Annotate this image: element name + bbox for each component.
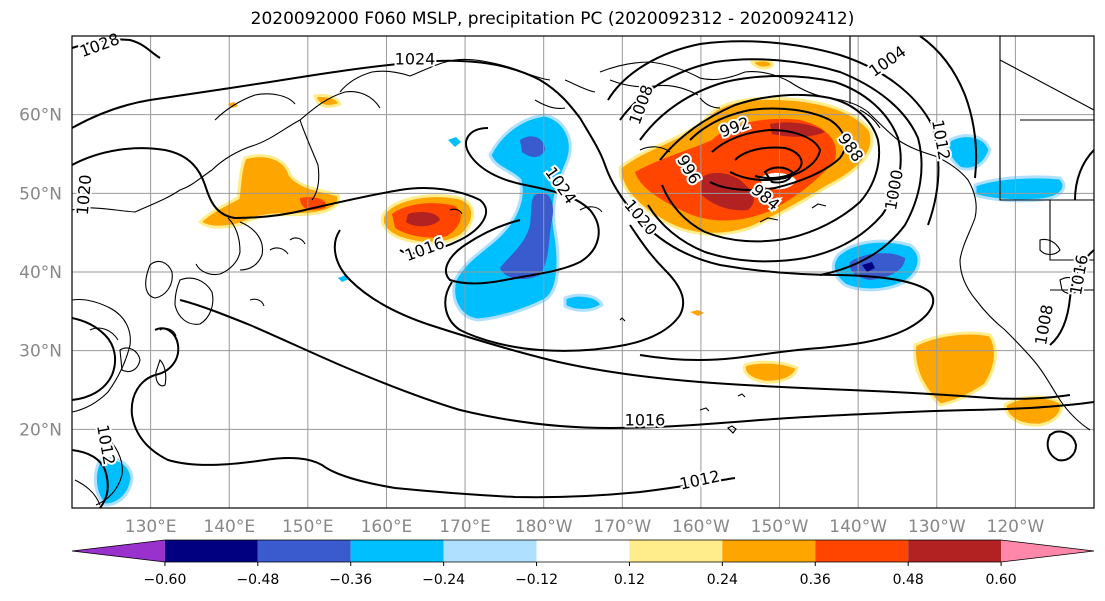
map-frame [71, 35, 1095, 509]
longitude-labels: 130°E 140°E 150°E 160°E 170°E 180°W 170°W 160°W… [125, 517, 1045, 537]
latitude-label: 20°N [19, 420, 62, 440]
precip-positive-area [742, 360, 799, 384]
colorbar-swatch [443, 540, 537, 562]
precip-negative-area [862, 262, 875, 272]
map-area: 1028 102410201016102410201008100499299698… [71, 27, 1095, 509]
longitude-label: 120°W [987, 517, 1045, 537]
coastlines [71, 36, 1095, 506]
longitude-label: 170°W [593, 517, 651, 537]
colorbar-tick-label: −0.12 [515, 572, 558, 588]
longitude-label: 140°E [203, 517, 255, 537]
precip-positive-area [406, 212, 440, 227]
colorbar-swatch [1001, 540, 1094, 562]
map-title: 2020092000 F060 MSLP, precipitation PC (… [250, 9, 855, 29]
colorbar-swatch [536, 540, 630, 562]
precip-negative-area [520, 136, 545, 157]
colorbar-swatch [164, 540, 258, 562]
colorbar-tick-label: 0.12 [614, 572, 645, 588]
colorbar-tick-label: 0.36 [800, 572, 831, 588]
colorbar-swatch [908, 540, 1002, 562]
colorbar-swatch [257, 540, 351, 562]
map-grid [72, 36, 1094, 508]
colorbar-swatch [722, 540, 816, 562]
colorbar-swatch [72, 540, 165, 562]
colorbar-swatch [350, 540, 444, 562]
contour-label: 1020 [73, 174, 95, 216]
longitude-label: 160°W [672, 517, 730, 537]
longitude-label: 130°E [125, 517, 177, 537]
latitude-label: 40°N [19, 263, 62, 283]
longitude-label: 140°W [829, 517, 887, 537]
colorbar: −0.60 −0.48 −0.36 −0.24 −0.12 0.12 0.24 0.36 0.4… [71, 539, 1095, 588]
precip-negative-area [500, 192, 554, 280]
precip-negative-area [973, 175, 1066, 203]
latitude-label: 60°N [19, 106, 62, 126]
colorbar-swatch [815, 540, 909, 562]
colorbar-tick-label: −0.60 [143, 572, 186, 588]
colorbar-tick-label: 0.24 [707, 572, 738, 588]
longitude-label: 160°E [361, 517, 413, 537]
precip-positive-area [700, 172, 754, 211]
precip-negative-area [563, 293, 604, 312]
colorbar-swatch [629, 540, 723, 562]
latitude-label: 50°N [19, 184, 62, 204]
precip-negative-area [946, 134, 992, 171]
precip-negative-area [448, 137, 461, 147]
latitude-labels: 60°N 50°N 40°N 30°N 20°N [19, 106, 62, 441]
mslp-contours [71, 35, 1095, 509]
colorbar-tick-label: −0.24 [422, 572, 465, 588]
longitude-label: 150°E [282, 517, 334, 537]
latitude-label: 30°N [19, 342, 62, 362]
colorbar-tick-label: 0.48 [893, 572, 924, 588]
precip-positive-area [635, 118, 836, 221]
contour-label: 1016 [625, 411, 666, 430]
colorbar-tick-label: −0.36 [329, 572, 372, 588]
longitude-label: 170°E [439, 517, 491, 537]
colorbar-tick-label: 0.60 [986, 572, 1017, 588]
precip-positive-area [749, 58, 774, 70]
longitude-label: 150°W [751, 517, 809, 537]
precip-positive-area [770, 122, 825, 137]
longitude-label: 130°W [908, 517, 966, 537]
colorbar-tick-label: −0.48 [236, 572, 279, 588]
contour-label: 1024 [395, 50, 436, 69]
longitude-label: 180°W [515, 517, 573, 537]
